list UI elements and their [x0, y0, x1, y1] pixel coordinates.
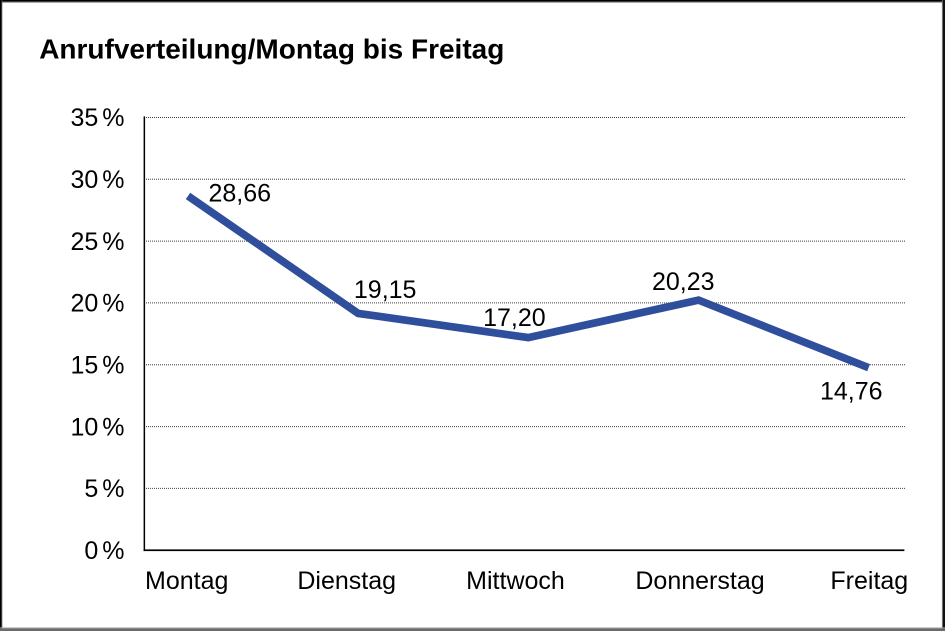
svg-text:10 %: 10 % [71, 413, 125, 441]
svg-text:28,66: 28,66 [209, 179, 272, 207]
svg-text:Donnerstag: Donnerstag [635, 567, 764, 595]
svg-text:19,15: 19,15 [354, 276, 417, 304]
svg-text:20,23: 20,23 [652, 268, 715, 296]
svg-text:14,76: 14,76 [820, 378, 883, 406]
svg-text:Montag: Montag [145, 567, 228, 595]
svg-text:Anrufverteilung/Montag bis Fre: Anrufverteilung/Montag bis Freitag [39, 33, 504, 64]
svg-text:15 %: 15 % [71, 352, 125, 380]
svg-text:0 %: 0 % [84, 537, 124, 565]
svg-text:35 %: 35 % [71, 104, 125, 132]
svg-text:25 %: 25 % [71, 228, 125, 256]
svg-text:Dienstag: Dienstag [297, 567, 396, 595]
svg-text:20 %: 20 % [71, 290, 125, 318]
svg-text:5 %: 5 % [84, 475, 124, 503]
svg-text:Mittwoch: Mittwoch [466, 567, 565, 595]
svg-text:Freitag: Freitag [830, 567, 908, 595]
svg-text:30 %: 30 % [71, 166, 125, 194]
svg-text:17,20: 17,20 [483, 304, 546, 332]
